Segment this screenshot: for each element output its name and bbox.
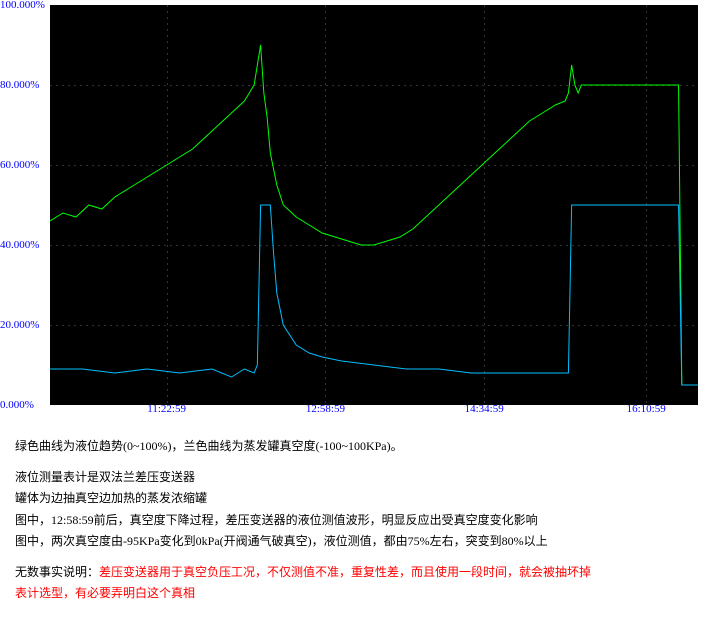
y-tick-label: 100.000% — [0, 0, 48, 11]
desc-line-5: 图中，两次真空度由-95KPa变化到0kPa(开阀通气破真空)，液位测值，都由7… — [15, 532, 697, 551]
y-tick-label: 0.000% — [0, 399, 48, 411]
series-line — [50, 205, 698, 385]
description-text: 绿色曲线为液位趋势(0~100%)，兰色曲线为蒸发罐真空度(-100~100KP… — [0, 420, 707, 615]
desc-line-1: 绿色曲线为液位趋势(0~100%)，兰色曲线为蒸发罐真空度(-100~100KP… — [15, 437, 697, 456]
desc-line-6: 无数事实说明：差压变送器用于真空负压工况，不仅测值不准，重复性差，而且使用一段时… — [15, 563, 697, 582]
y-tick-label: 80.000% — [0, 79, 48, 91]
desc-line-3: 罐体为边抽真空边加热的蒸发浓缩罐 — [15, 489, 697, 508]
y-tick-label: 60.000% — [0, 159, 48, 171]
chart-lines — [50, 5, 698, 405]
desc-line-7: 表计选型，有必要弄明白这个真相 — [15, 584, 697, 603]
y-tick-label: 20.000% — [0, 319, 48, 331]
y-tick-label: 40.000% — [0, 239, 48, 251]
desc-line-6a: 无数事实说明： — [15, 565, 99, 579]
desc-line-2: 液位测量表计是双法兰差压变送器 — [15, 468, 697, 487]
desc-line-4: 图中，12:58:59前后，真空度下降过程，差压变送器的液位测值波形，明显反应出… — [15, 511, 697, 530]
series-line — [50, 45, 698, 385]
desc-line-6b: 差压变送器用于真空负压工况，不仅测值不准，重复性差，而且使用一段时间，就会被抽坏… — [99, 565, 591, 579]
chart-container: 0.000% 20.000% 40.000% 60.000% 80.000% 100.00… — [0, 0, 700, 420]
